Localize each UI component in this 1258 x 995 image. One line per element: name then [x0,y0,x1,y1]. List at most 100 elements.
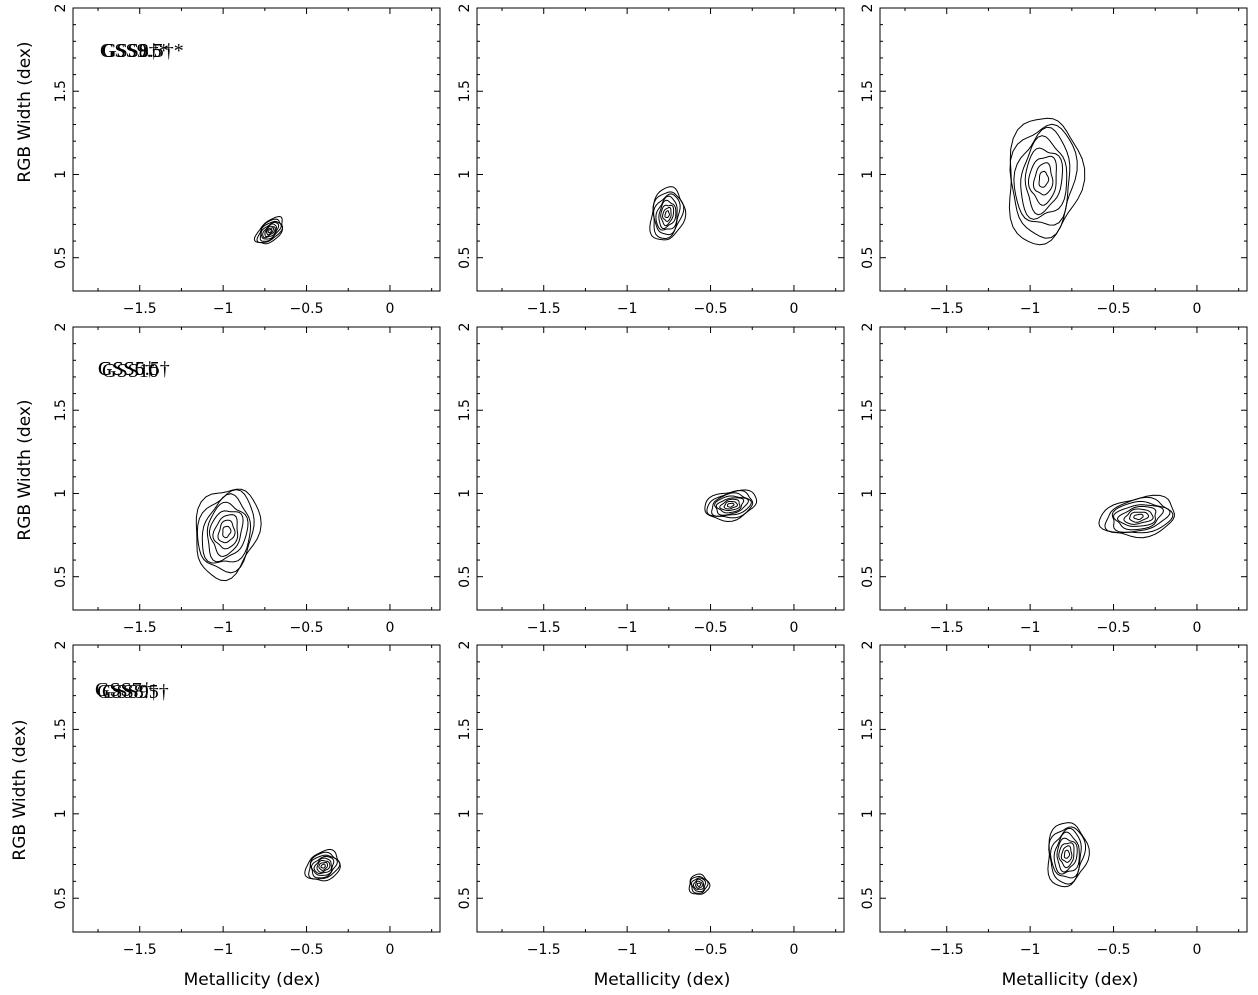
contour-line [1133,513,1144,520]
panel-1: −1.5 −1 −0.5 0 0.5 1 1.5 2 GSS8.5†* [53,4,441,317]
contour-line [652,191,685,240]
y-tick-label: 1 [860,809,876,818]
contour-line [719,498,741,512]
contour-set [253,215,284,245]
y-tick-label: 2 [53,323,69,332]
y-tick-label: 1.5 [457,718,473,740]
x-tick-label: −1 [213,942,234,958]
contour-line [1032,162,1054,196]
contour-set [1098,494,1175,539]
contour-line [1049,827,1082,879]
x-tick-label: −0.5 [1097,620,1131,636]
panel-3: −1.5 −1 −0.5 0 0.5 1 1.5 2 GSS9.5 [100,4,1248,317]
y-tick-label: 0.5 [860,247,876,269]
contour-line [1112,504,1165,531]
panel-5: −1.5 −1 −0.5 0 0.5 1 1.5 2 GSS5† [98,323,845,636]
y-axis-title: RGB Width (dex) [10,719,30,860]
contour-line [714,495,749,516]
contour-line [696,882,701,888]
y-tick-label: 0.5 [860,566,876,588]
y-tick-label: 1 [457,170,473,179]
contour-line [690,877,707,893]
contour-line [653,193,681,236]
y-tick-label: 2 [457,641,473,650]
contour-line [704,489,758,523]
y-axis-title: RGB Width (dex) [15,399,35,540]
contour-set [704,489,758,523]
plot-frame [476,7,845,292]
contour-line [318,862,328,871]
y-tick-label: 2 [860,4,876,13]
x-tick-label: −0.5 [694,620,728,636]
contour-line [208,510,244,557]
contour-line [1027,155,1057,206]
x-tick-label: −0.5 [290,620,324,636]
y-tick-label: 1 [53,809,69,818]
contour-line [688,873,711,895]
y-tick-label: 2 [53,641,69,650]
panel-label: GSS8.5†* [102,40,184,62]
y-tick-label: 1 [457,489,473,498]
y-tick-label: 1.5 [457,80,473,102]
plot-frame [476,644,845,933]
x-tick-label: −1 [1020,620,1041,636]
y-tick-label: 1 [53,489,69,498]
contour-line [262,223,278,239]
contour-line [217,519,236,544]
contour-line [1024,147,1064,216]
x-tick-label: −1.5 [527,301,561,317]
contour-line [715,497,745,514]
contour-line [310,855,335,876]
x-tick-label: 0 [385,942,394,958]
x-tick-label: −0.5 [290,301,324,317]
x-tick-label: −0.5 [694,942,728,958]
y-tick-label: 0.5 [53,887,69,909]
plot-frame [879,7,1248,292]
x-tick-label: −0.5 [1097,942,1131,958]
panel-label: GSS8.5† [97,681,169,703]
contour-line [660,204,675,227]
contour-line [649,186,687,241]
x-tick-label: 0 [789,942,798,958]
x-tick-label: −1.5 [930,620,964,636]
contour-line [320,863,326,869]
contour-line [727,502,735,508]
contour-line [206,501,249,563]
y-tick-label: 0.5 [860,887,876,909]
x-tick-label: −1.5 [527,942,561,958]
y-tick-label: 0.5 [53,566,69,588]
contour-line [723,501,739,510]
contour-line [1063,849,1071,859]
contour-line [1020,135,1068,220]
plot-frame [72,326,441,611]
y-tick-label: 1.5 [860,718,876,740]
contour-set [1008,117,1086,246]
contour-line [1053,831,1080,875]
plot-frame [879,644,1248,933]
contour-line [259,220,282,242]
contour-line [1056,837,1078,873]
x-tick-label: −1 [213,620,234,636]
panel-label: GSS5† [98,358,155,380]
plot-frame [476,326,845,611]
y-tick-label: 0.5 [457,247,473,269]
y-tick-label: 0.5 [53,247,69,269]
y-tick-label: 2 [860,641,876,650]
plot-frame [72,7,441,292]
contour-line [304,848,341,882]
y-tick-label: 1.5 [53,718,69,740]
contour-line [313,857,333,875]
contour-line [265,227,275,236]
panel-label: GSS7† [95,679,152,701]
panel-2: −1.5 −1 −0.5 0 0.5 1 1.5 2 GSS9†* [102,4,845,317]
contour-line [658,199,677,230]
contour-line [1058,842,1075,869]
y-tick-label: 1.5 [860,399,876,421]
contour-line [1098,494,1175,539]
x-axis-title: Metallicity (dex) [594,970,731,990]
y-tick-label: 2 [457,4,473,13]
contour-line [1116,505,1157,527]
x-tick-label: −1 [617,620,638,636]
contour-line [1104,496,1174,534]
